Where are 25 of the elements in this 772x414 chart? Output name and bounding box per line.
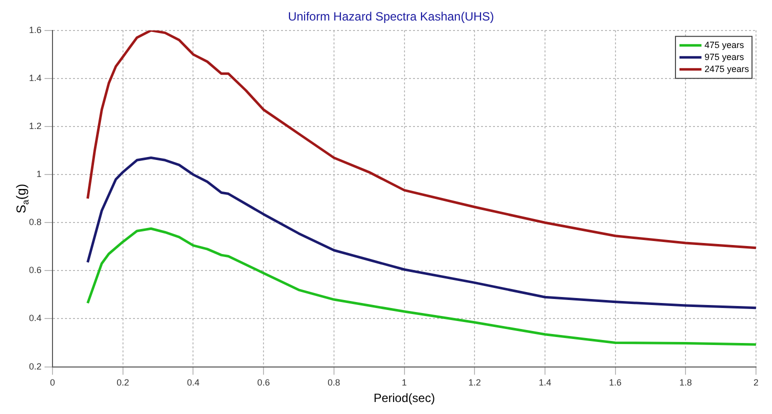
x-tick-label: 0 [50,378,56,388]
y-axis-title: Sa(g) [14,184,30,214]
x-tick-label: 0.6 [257,378,270,388]
chart-title: Uniform Hazard Spectra Kashan(UHS) [288,10,494,24]
x-tick-label: 1.8 [679,378,692,388]
x-tick-label: 1.4 [538,378,552,388]
y-tick-label: 0.4 [28,313,42,324]
x-tick-label: 1.2 [468,378,481,388]
y-tick-label: 1 [36,169,42,180]
x-axis-title: Period(sec) [374,391,435,406]
y-tick-label: 0.2 [28,361,42,372]
legend-label: 975 years [704,52,744,62]
x-tick-label: 0.4 [186,378,200,388]
y-tick-label: 1.4 [28,72,42,83]
x-tick-label: 1 [402,378,407,388]
y-tick-label: 1.2 [28,121,42,131]
x-tick-label: 1.6 [609,378,622,388]
x-tick-label: 2 [753,378,759,388]
legend-label: 2475 years [704,64,750,74]
y-tick-label: 0.6 [28,265,42,276]
x-tick-label: 0.8 [328,378,340,388]
y-tick-label: 1.6 [28,24,42,35]
legend-label: 475 years [704,40,744,50]
x-tick-label: 0.2 [116,378,130,388]
y-tick-label: 0.8 [28,217,42,228]
